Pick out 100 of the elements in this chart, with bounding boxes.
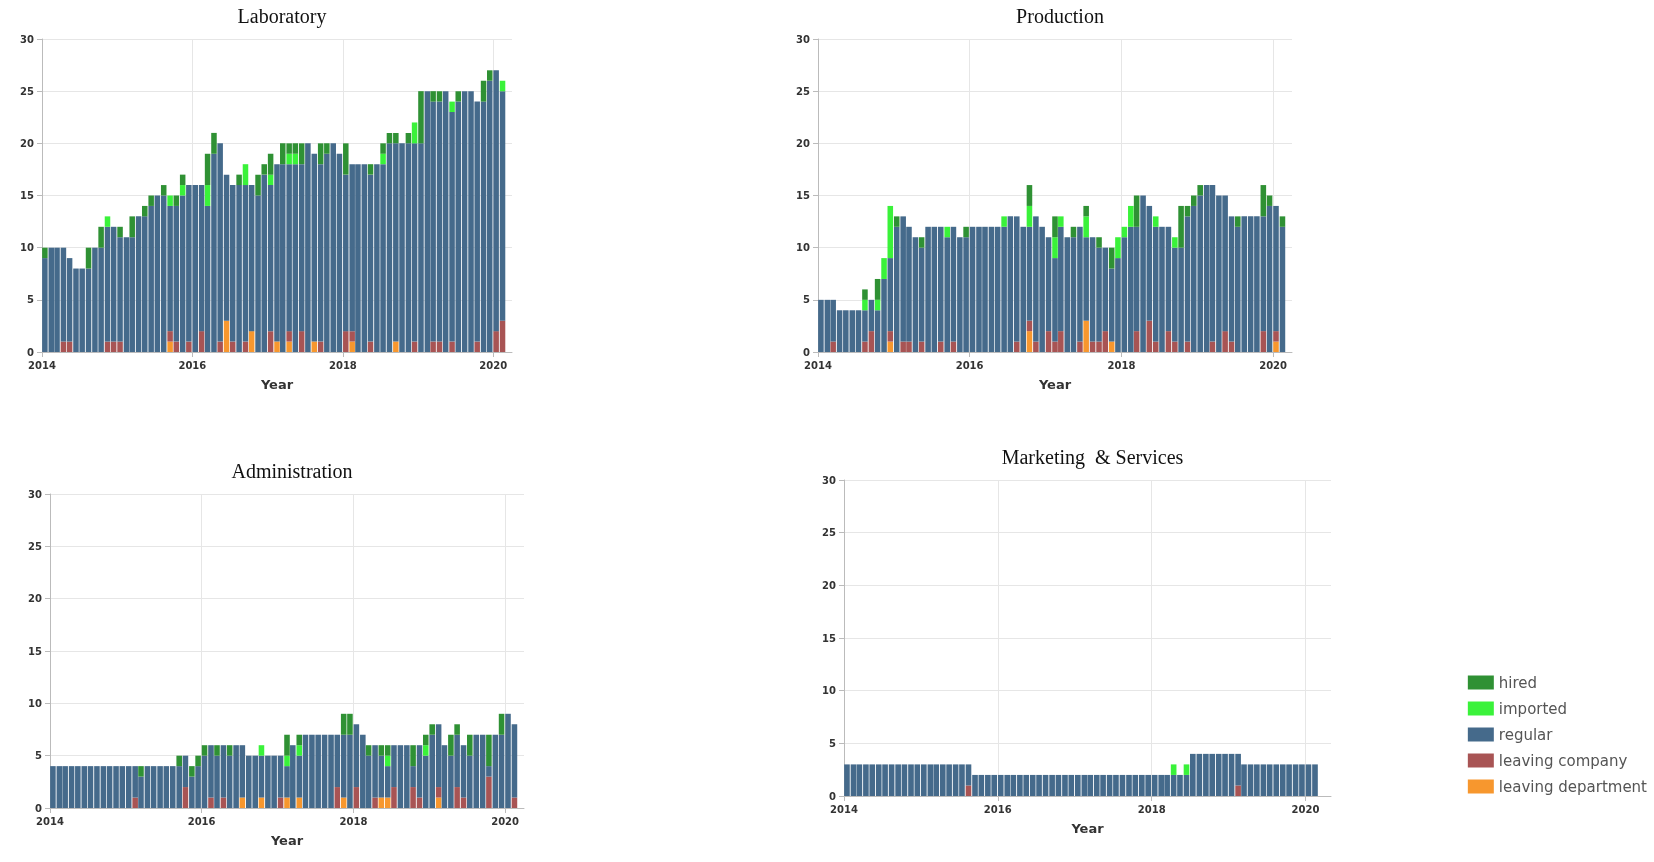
y-tick-label: 25 xyxy=(796,85,811,97)
bar xyxy=(284,734,290,756)
x-tick-label: 2016 xyxy=(955,359,984,371)
y-tick-label: 0 xyxy=(803,346,811,358)
bar xyxy=(893,216,900,227)
y-tick-label: 10 xyxy=(796,242,811,254)
bar xyxy=(1133,331,1140,352)
bar xyxy=(1083,320,1089,352)
bar xyxy=(372,797,378,808)
bar xyxy=(204,185,211,206)
bar xyxy=(422,734,429,746)
y-tick-label: 0 xyxy=(27,346,35,358)
x-tick-label: 2018 xyxy=(328,359,357,371)
bar xyxy=(1052,216,1058,238)
y-tick-label: 25 xyxy=(20,85,35,97)
bar xyxy=(167,341,173,352)
y-tick-label: 5 xyxy=(829,737,837,749)
bar xyxy=(1170,764,1177,775)
bar xyxy=(176,755,182,767)
bar xyxy=(148,195,154,206)
bar xyxy=(874,278,881,300)
y-tick-label: 0 xyxy=(35,802,43,814)
x-tick-label: 2014 xyxy=(830,803,858,815)
bar xyxy=(214,745,220,756)
y-tick-label: 20 xyxy=(20,137,35,149)
bar xyxy=(198,331,205,352)
chart-title: Production xyxy=(1016,5,1104,27)
bar xyxy=(435,787,442,798)
bar xyxy=(1077,341,1083,352)
bar xyxy=(104,216,111,227)
bar xyxy=(1183,764,1190,775)
bar xyxy=(334,787,341,808)
bar xyxy=(242,164,249,186)
bar xyxy=(274,341,280,352)
bar xyxy=(1033,341,1039,352)
chart-title: Laboratory xyxy=(237,5,327,28)
x-tick-label: 2018 xyxy=(1137,803,1166,815)
bar xyxy=(189,766,195,777)
y-tick-label: 15 xyxy=(28,645,43,657)
bar xyxy=(455,91,461,102)
bar xyxy=(380,143,386,154)
bar xyxy=(486,776,492,808)
x-axis-title: Year xyxy=(1070,821,1105,836)
bar xyxy=(138,766,144,777)
bar xyxy=(353,787,360,808)
bar xyxy=(862,289,868,300)
bar xyxy=(1128,205,1134,227)
bar xyxy=(284,797,290,808)
y-tick-label: 15 xyxy=(796,190,811,201)
x-tick-label: 2014 xyxy=(804,359,832,371)
bar xyxy=(195,755,201,767)
bar xyxy=(349,341,355,352)
bar xyxy=(296,797,303,808)
bar xyxy=(296,734,303,746)
bar xyxy=(1197,185,1203,196)
bar xyxy=(1152,216,1159,227)
bar xyxy=(1273,331,1279,342)
bar xyxy=(410,745,416,767)
x-tick-label: 2016 xyxy=(983,803,1012,815)
y-tick-label: 30 xyxy=(28,488,43,500)
bar xyxy=(236,174,242,186)
x-tick-label: 2018 xyxy=(1107,359,1136,371)
y-tick-label: 30 xyxy=(822,474,837,486)
bar xyxy=(117,226,123,238)
bar xyxy=(887,205,894,259)
x-tick-label: 2020 xyxy=(479,359,508,371)
bar xyxy=(918,237,925,248)
y-tick-label: 20 xyxy=(822,579,837,591)
y-tick-label: 15 xyxy=(822,632,837,644)
bar xyxy=(1014,341,1020,352)
bar xyxy=(1026,205,1033,227)
bar xyxy=(186,341,192,352)
bar xyxy=(1279,216,1286,227)
legend-label: leaving department xyxy=(1498,777,1648,796)
y-tick-label: 10 xyxy=(20,242,35,254)
legend-label: regular xyxy=(1498,725,1554,744)
bar xyxy=(286,341,292,352)
legend-label: hired xyxy=(1498,673,1538,692)
y-tick-label: 0 xyxy=(829,790,837,802)
bar xyxy=(1260,331,1267,352)
bar xyxy=(182,787,189,808)
y-tick-label: 30 xyxy=(20,33,35,45)
bar xyxy=(223,320,230,352)
bar xyxy=(167,331,173,342)
bar xyxy=(179,185,186,196)
bar xyxy=(393,341,399,352)
bar xyxy=(448,734,454,756)
bar xyxy=(937,341,944,352)
bar xyxy=(474,341,480,352)
bar xyxy=(85,247,92,269)
bar xyxy=(286,331,292,342)
bar xyxy=(255,174,261,196)
bar xyxy=(284,755,290,767)
bar xyxy=(887,331,894,342)
bar xyxy=(480,80,487,102)
bar xyxy=(1235,216,1241,227)
bar xyxy=(965,785,972,796)
x-tick-label: 2016 xyxy=(187,815,216,827)
bar xyxy=(449,101,455,113)
bar xyxy=(1096,237,1102,248)
